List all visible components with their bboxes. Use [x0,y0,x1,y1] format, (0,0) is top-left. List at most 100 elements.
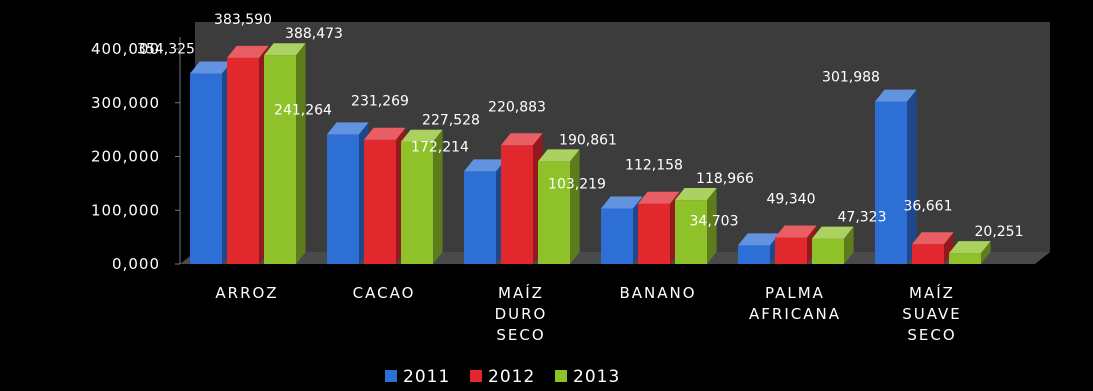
bar-top [227,45,269,58]
bar-2012-4 [775,225,817,264]
bar-top [190,61,232,74]
bar-2011-1 [327,122,369,264]
bar-2012-3 [638,191,680,264]
bar-front [327,134,359,264]
bar-top [949,241,991,254]
bar-top [812,226,854,239]
category-label: AFRICANA [749,305,841,323]
bar-top [912,232,954,245]
y-tick-label: 200,000 [91,148,160,166]
bar-front [638,203,670,264]
bar-top [601,196,643,209]
data-label: 241,264 [274,102,332,118]
bar-front [227,57,259,264]
data-label: 36,661 [904,198,953,214]
data-label: 172,214 [411,139,469,155]
bar-2011-2 [464,159,506,264]
category-label: MAÍZ [909,283,955,302]
bar-2013-2 [538,149,580,264]
data-label: 20,251 [975,224,1024,240]
bar-2012-1 [364,127,406,265]
bar-top [364,127,406,140]
bar-top [738,233,780,246]
category-label: SECO [907,326,956,344]
bar-2011-5 [875,89,917,264]
bar-front [601,208,633,264]
data-label: 103,219 [548,177,606,193]
category-label: DURO [495,305,548,323]
bar-top [675,188,717,201]
legend-item-2011: 2011 [385,367,450,387]
bar-2011-4 [738,233,780,264]
bar-2012-2 [501,133,543,264]
bars-layer [190,43,991,265]
bar-2011-3 [601,196,643,264]
bar-side [844,226,854,264]
data-label: 354,325 [137,42,195,58]
bar-front [949,253,981,264]
bar-top [875,89,917,102]
bar-front [812,238,844,264]
bar-front [501,145,533,264]
bar-top [264,43,306,56]
bar-2013-4 [812,226,854,264]
bar-front [464,171,496,264]
legend-swatch [555,370,567,382]
legend-label: 2013 [573,367,620,387]
bar-2013-1 [401,129,443,264]
bar-2013-3 [675,188,717,264]
data-label: 34,703 [690,213,739,229]
category-label: ARROZ [215,284,278,302]
legend-item-2013: 2013 [555,367,620,387]
y-tick-label: 100,000 [91,201,160,219]
bar-side [944,232,954,264]
y-tick-label: 0,000 [112,255,160,273]
bar-top [538,149,580,162]
bar-side [907,89,917,264]
legend-label: 2011 [403,367,450,387]
category-label: BANANO [619,284,696,302]
bar-front [264,55,296,264]
data-label: 190,861 [559,132,617,148]
bar-front [538,161,570,264]
bar-side [707,188,717,264]
legend-item-2012: 2012 [470,367,535,387]
bar-front [675,200,707,264]
bar-side [570,149,580,264]
bar-top [638,191,680,204]
data-label: 231,269 [351,94,409,110]
bar-front [738,245,770,264]
bar-2011-0 [190,61,232,265]
y-tick-label: 300,000 [91,94,160,112]
bar-top [327,122,369,135]
bar-front [364,139,396,264]
data-label: 220,883 [488,99,546,115]
bar-side [433,129,443,264]
bar-side [981,241,991,264]
data-label: 118,966 [696,171,754,187]
legend-label: 2012 [488,367,535,387]
bar-2012-5 [912,232,954,264]
bar-front [875,101,907,264]
bar-side [296,43,306,264]
legend: 2011 2012 2013 [385,367,620,387]
data-labels-layer: 354,325 383,590 388,473 241,264 231,269 227,5… [137,12,1023,240]
bar-top [501,133,543,146]
legend-swatch [385,370,397,382]
y-axis-ticks: 0,000 100,000 200,000 300,000 400,000 [91,40,180,273]
data-label: 388,473 [285,26,343,42]
bar-2012-0 [227,45,269,264]
category-label: SECO [496,326,545,344]
bar-2013-0 [264,43,306,264]
category-label: CACAO [353,284,416,302]
category-label: MAÍZ [498,283,544,302]
category-labels: ARROZ CACAO MAÍZ DURO SECO BANANO PALMA AFRICAN… [215,283,962,344]
data-label: 227,528 [422,113,480,129]
bar-front [190,73,222,264]
bar-top [464,159,506,172]
bar-front [775,237,807,264]
bar-front [912,244,944,264]
category-label: SUAVE [902,305,962,323]
